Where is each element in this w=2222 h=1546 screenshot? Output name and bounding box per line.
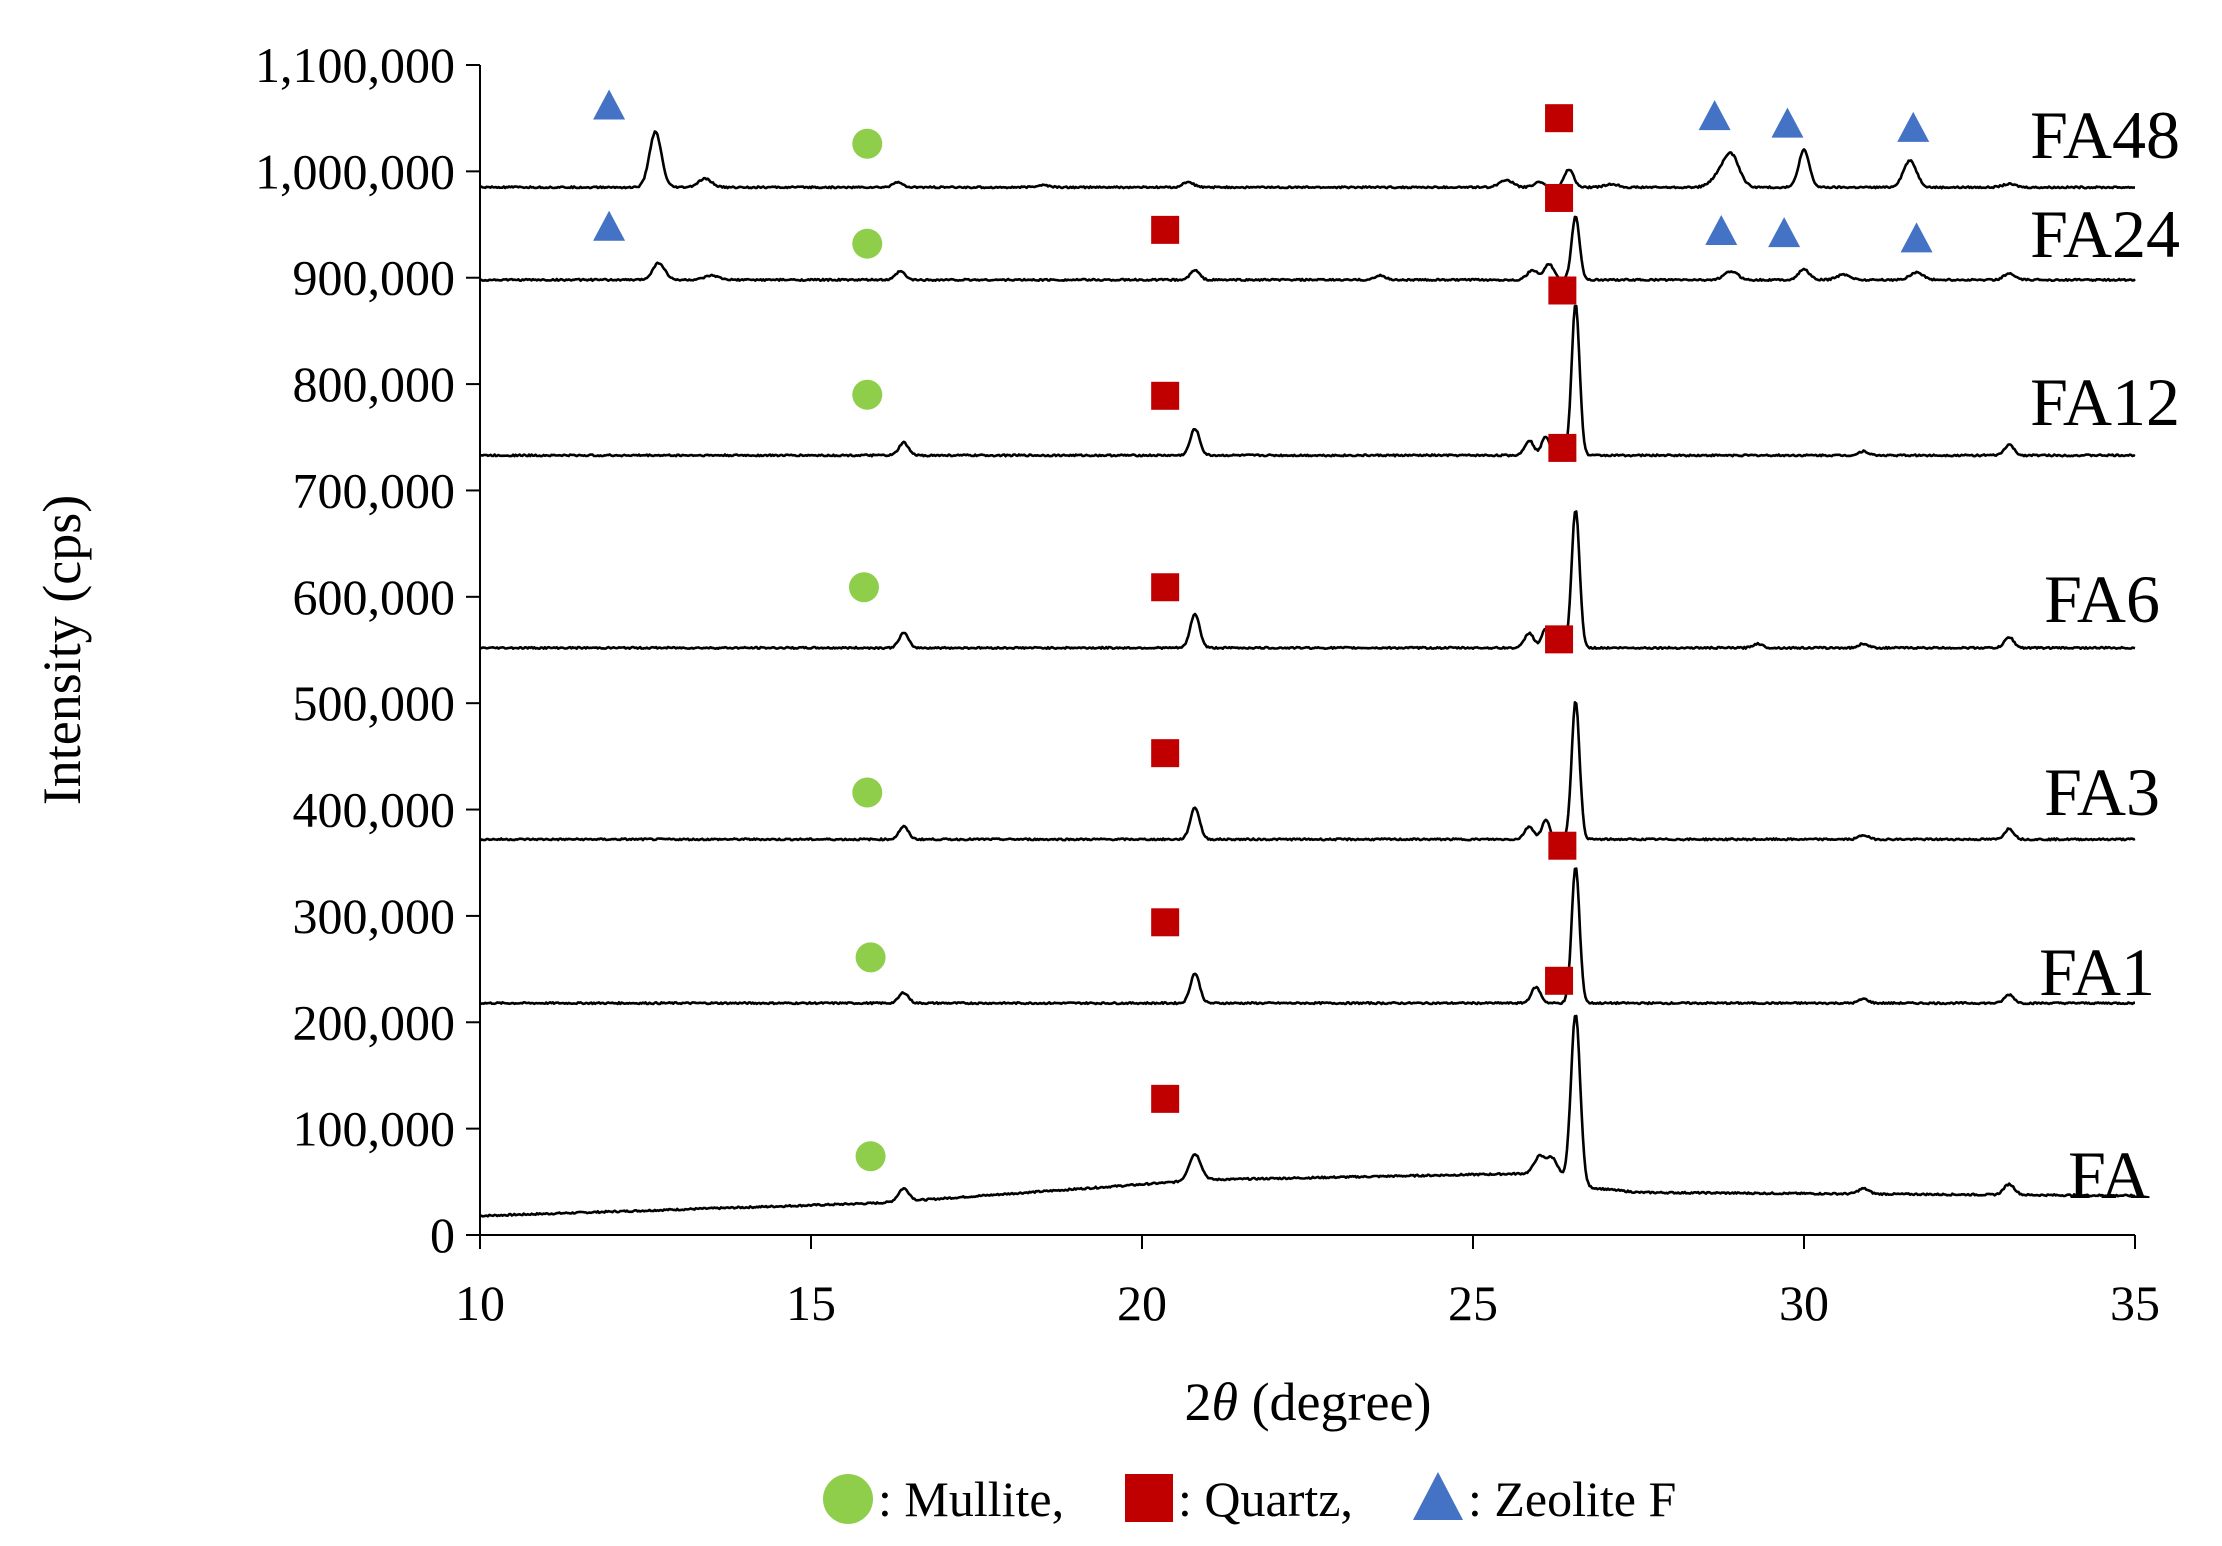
- series-lines: [479, 130, 2136, 1218]
- x-axis-title-symbol: θ: [1212, 1372, 1239, 1432]
- series-label-fa6: FA6: [2044, 561, 2160, 637]
- mullite-marker: [855, 1141, 886, 1172]
- series-label-fa3: FA3: [2044, 754, 2160, 830]
- y-tick-label: 400,000: [293, 782, 456, 838]
- mullite-marker: [852, 777, 883, 808]
- legend-mullite-circle-icon: [823, 1474, 873, 1524]
- y-ticks: 0 100,000 200,000 300,000 400,000 500,000 600,…: [255, 37, 480, 1263]
- y-tick-label: 700,000: [293, 462, 456, 518]
- quartz-marker: [1548, 831, 1577, 860]
- zeolite-marker: [1705, 214, 1738, 245]
- y-axis-title: Intensity (cps): [32, 495, 92, 805]
- quartz-marker: [1151, 381, 1180, 410]
- mullite-marker: [852, 128, 883, 159]
- y-tick-label: 0: [430, 1207, 455, 1263]
- series-line-fa48: [479, 130, 2136, 190]
- legend: : Mullite, : Quartz, : Zeolite F: [823, 1471, 1676, 1527]
- phase-markers: [593, 89, 1933, 1172]
- quartz-marker: [1545, 625, 1574, 654]
- series-line-fa24: [479, 215, 2136, 282]
- legend-zeolite-label: : Zeolite F: [1468, 1471, 1676, 1527]
- quartz-marker: [1151, 739, 1180, 768]
- quartz-marker: [1545, 183, 1574, 212]
- x-axis-title-suffix: (degree): [1238, 1372, 1431, 1432]
- quartz-marker: [1151, 215, 1180, 244]
- mullite-marker: [855, 942, 886, 973]
- legend-zeolite-triangle-icon: [1413, 1472, 1463, 1520]
- quartz-marker: [1548, 276, 1577, 305]
- x-ticks: 10 15 20 25 30 35: [455, 1235, 2160, 1331]
- zeolite-marker: [1897, 111, 1930, 142]
- x-axis-title: 2θ (degree): [1185, 1372, 1432, 1432]
- x-tick-label: 10: [455, 1275, 505, 1331]
- y-tick-label: 200,000: [293, 994, 456, 1050]
- quartz-marker: [1545, 104, 1574, 133]
- y-tick-label: 600,000: [293, 569, 456, 625]
- x-axis-title-prefix: 2: [1185, 1372, 1212, 1432]
- series-label-fa48: FA48: [2030, 97, 2180, 173]
- y-tick-label: 1,100,000: [255, 37, 455, 93]
- mullite-marker: [852, 228, 883, 259]
- zeolite-marker: [1698, 100, 1731, 131]
- zeolite-marker: [1900, 222, 1933, 253]
- series-label-fa12: FA12: [2030, 364, 2180, 440]
- series-line-fa3: [479, 701, 2136, 842]
- x-tick-label: 20: [1117, 1275, 1167, 1331]
- mullite-marker: [848, 572, 879, 603]
- x-tick-label: 30: [1779, 1275, 1829, 1331]
- zeolite-marker: [1771, 107, 1804, 138]
- y-tick-label: 900,000: [293, 250, 456, 306]
- legend-mullite-label: : Mullite,: [878, 1471, 1064, 1527]
- y-tick-label: 1,000,000: [255, 143, 455, 199]
- series-label-fa24: FA24: [2030, 196, 2180, 272]
- legend-quartz-label: : Quartz,: [1178, 1471, 1353, 1527]
- zeolite-marker: [1768, 217, 1801, 248]
- series-label-fa: FA: [2068, 1137, 2150, 1213]
- y-tick-label: 500,000: [293, 675, 456, 731]
- series-labels: FA FA1 FA3 FA6 FA12 FA24 FA48: [2030, 97, 2180, 1213]
- zeolite-marker: [593, 89, 626, 120]
- series-line-fa1: [479, 867, 2135, 1006]
- quartz-marker: [1151, 573, 1180, 602]
- x-tick-label: 15: [786, 1275, 836, 1331]
- series-line-fa: [479, 1014, 2136, 1218]
- quartz-marker: [1151, 1084, 1180, 1113]
- quartz-marker: [1151, 908, 1180, 937]
- y-tick-label: 800,000: [293, 356, 456, 412]
- mullite-marker: [852, 379, 883, 410]
- zeolite-marker: [593, 210, 626, 241]
- y-tick-label: 300,000: [293, 888, 456, 944]
- axes: [479, 65, 2135, 1236]
- series-label-fa1: FA1: [2039, 934, 2155, 1010]
- x-tick-label: 25: [1448, 1275, 1498, 1331]
- quartz-marker: [1548, 433, 1577, 462]
- legend-quartz-square-icon: [1125, 1474, 1173, 1522]
- x-tick-label: 35: [2110, 1275, 2160, 1331]
- series-line-fa12: [479, 304, 2136, 458]
- y-tick-label: 100,000: [293, 1101, 456, 1157]
- quartz-marker: [1545, 966, 1574, 995]
- series-line-fa6: [480, 510, 2136, 650]
